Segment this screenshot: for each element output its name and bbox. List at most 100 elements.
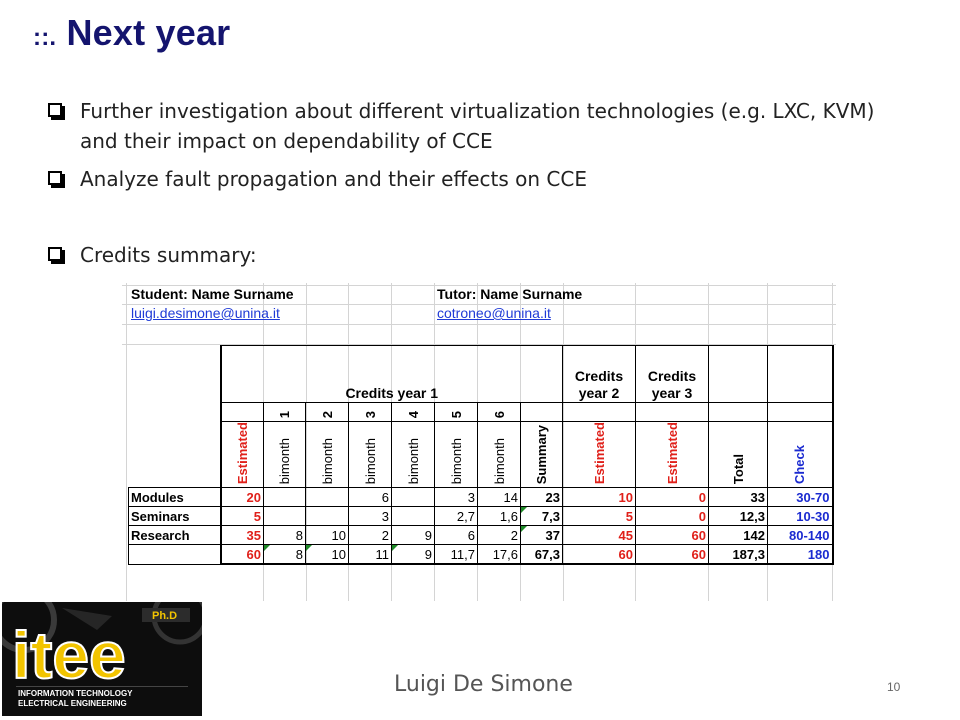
bimonth-cell: 3	[434, 487, 478, 508]
bimonth-cell: 2,7	[434, 506, 478, 527]
bimonth-cell: 3	[348, 506, 392, 527]
bimonth-cell: 17,6	[477, 544, 521, 566]
bimonth-cell	[391, 487, 435, 508]
year2-cell: 45	[562, 525, 636, 546]
checkbox-bullet-icon	[48, 103, 62, 117]
title-prefix: ::.	[33, 24, 57, 51]
summary-cell: 23	[520, 487, 563, 508]
credits-rows: Modules 20 6 3 14 23 10 0 33 30-70 Seminars 5 3 2,7 1,…	[128, 487, 834, 566]
footer-author: Luigi De Simone	[394, 672, 573, 697]
tutor-label: Tutor: Name Surname	[437, 286, 583, 302]
estimated-cell: 20	[219, 487, 264, 508]
itee-logo: Ph.D itee INFORMATION TECHNOLOGY ELECTRI…	[2, 602, 202, 716]
credits-year1-header: Credits year 1	[219, 345, 563, 403]
bimonth-cell	[391, 506, 435, 527]
total-header: Total	[708, 420, 768, 489]
credits-year2-header: Credits year 2	[562, 345, 636, 403]
credits-year3-header: Credits year 3	[635, 345, 709, 403]
check-cell: 180	[767, 544, 834, 566]
bimonth-cell: 6	[348, 487, 392, 508]
bimonth-number: 3	[348, 402, 392, 422]
row-label: Research	[128, 525, 221, 546]
bimonth-cell: 6	[434, 525, 478, 546]
bimonth-header: bimonth	[348, 420, 392, 489]
year2-cell: 5	[562, 506, 636, 527]
bullet-text: Analyze fault propagation and their effe…	[80, 167, 587, 191]
bullet-item: Further investigation about different vi…	[48, 96, 908, 156]
logo-line2-text: ELECTRICAL ENGINEERING	[18, 699, 127, 708]
tutor-email-link[interactable]: cotroneo@unina.it	[437, 305, 551, 321]
summary-cell: 67,3	[520, 544, 563, 566]
bimonth-number: 2	[305, 402, 349, 422]
row-label	[128, 544, 221, 565]
bimonth-cell: 2	[477, 525, 521, 546]
year2-cell: 10	[562, 487, 636, 508]
bimonth-number: 5	[434, 402, 478, 422]
total-cell: 187,3	[708, 544, 768, 566]
bimonth-number: 1	[263, 402, 306, 422]
bimonth-cell	[263, 506, 306, 527]
itee-logo-graphic: Ph.D itee INFORMATION TECHNOLOGY ELECTRI…	[2, 602, 202, 716]
estimated-header: Estimated	[219, 420, 264, 489]
bimonth-cell: 8	[263, 525, 306, 546]
estimated-cell: 35	[219, 525, 264, 546]
bimonth-header: bimonth	[391, 420, 435, 489]
check-header: Check	[767, 420, 834, 489]
bimonth-cell: 11,7	[434, 544, 478, 566]
credits-table: Credits year 1 Credits year 2 Credits ye…	[128, 345, 834, 566]
total-cell: 33	[708, 487, 768, 508]
estimated-header: Estimated	[562, 420, 636, 489]
checkbox-bullet-icon	[48, 171, 62, 185]
bimonth-cell: 1,6	[477, 506, 521, 527]
check-cell: 30-70	[767, 487, 834, 508]
bimonth-cell	[305, 506, 349, 527]
logo-badge-text: Ph.D	[152, 610, 177, 622]
summary-cell: 7,3	[520, 506, 563, 527]
table-row: Seminars 5 3 2,7 1,6 7,3 5 0 12,3 10-30	[128, 506, 834, 527]
check-cell: 80-140	[767, 525, 834, 546]
student-email-link[interactable]: luigi.desimone@unina.it	[131, 305, 280, 321]
total-cell: 142	[708, 525, 768, 546]
title-text: Next year	[66, 12, 231, 53]
bimonth-cell: 11	[348, 544, 392, 566]
row-label: Seminars	[128, 506, 221, 527]
year3-cell: 0	[635, 487, 709, 508]
bullet-item: Analyze fault propagation and their effe…	[48, 164, 908, 194]
bimonth-cell: 10	[305, 525, 349, 546]
credits-spreadsheet: Student: Name Surname luigi.desimone@uni…	[122, 283, 836, 601]
table-row: Research 35 8 10 2 9 6 2 37 45 60 142 80-140	[128, 525, 834, 546]
bimonth-header: bimonth	[477, 420, 521, 489]
student-label: Student: Name Surname	[131, 286, 294, 302]
total-cell: 12,3	[708, 506, 768, 527]
bimonth-cell	[263, 487, 306, 508]
bimonth-cell: 10	[305, 544, 349, 566]
estimated-header: Estimated	[635, 420, 709, 489]
year3-cell: 0	[635, 506, 709, 527]
logo-line1-text: INFORMATION TECHNOLOGY	[18, 689, 133, 698]
bimonth-header: bimonth	[434, 420, 478, 489]
bimonth-header: bimonth	[263, 420, 306, 489]
summary-header: Summary	[520, 420, 563, 489]
bimonth-cell: 8	[263, 544, 306, 566]
table-row: Modules 20 6 3 14 23 10 0 33 30-70	[128, 487, 834, 508]
bimonth-cell	[305, 487, 349, 508]
year2-cell: 60	[562, 544, 636, 566]
bimonth-number: 4	[391, 402, 435, 422]
table-row: 60 8 10 11 9 11,7 17,6 67,3 60 60 187,3 180	[128, 544, 834, 566]
page-number: 10	[887, 680, 901, 694]
bullet-text: Further investigation about different vi…	[80, 99, 875, 153]
estimated-cell: 60	[219, 544, 264, 566]
bimonth-number: 6	[477, 402, 521, 422]
bullet-text: Credits summary:	[80, 243, 257, 267]
check-cell: 10-30	[767, 506, 834, 527]
bimonth-cell: 14	[477, 487, 521, 508]
summary-cell: 37	[520, 525, 563, 546]
estimated-cell: 5	[219, 506, 264, 527]
checkbox-bullet-icon	[48, 247, 62, 261]
bimonth-header: bimonth	[305, 420, 349, 489]
bullet-item: Credits summary:	[48, 240, 908, 270]
bullet-list: Further investigation about different vi…	[48, 96, 908, 270]
slide-title: ::. Next year	[33, 12, 230, 54]
year3-cell: 60	[635, 525, 709, 546]
bimonth-cell: 9	[391, 544, 435, 566]
